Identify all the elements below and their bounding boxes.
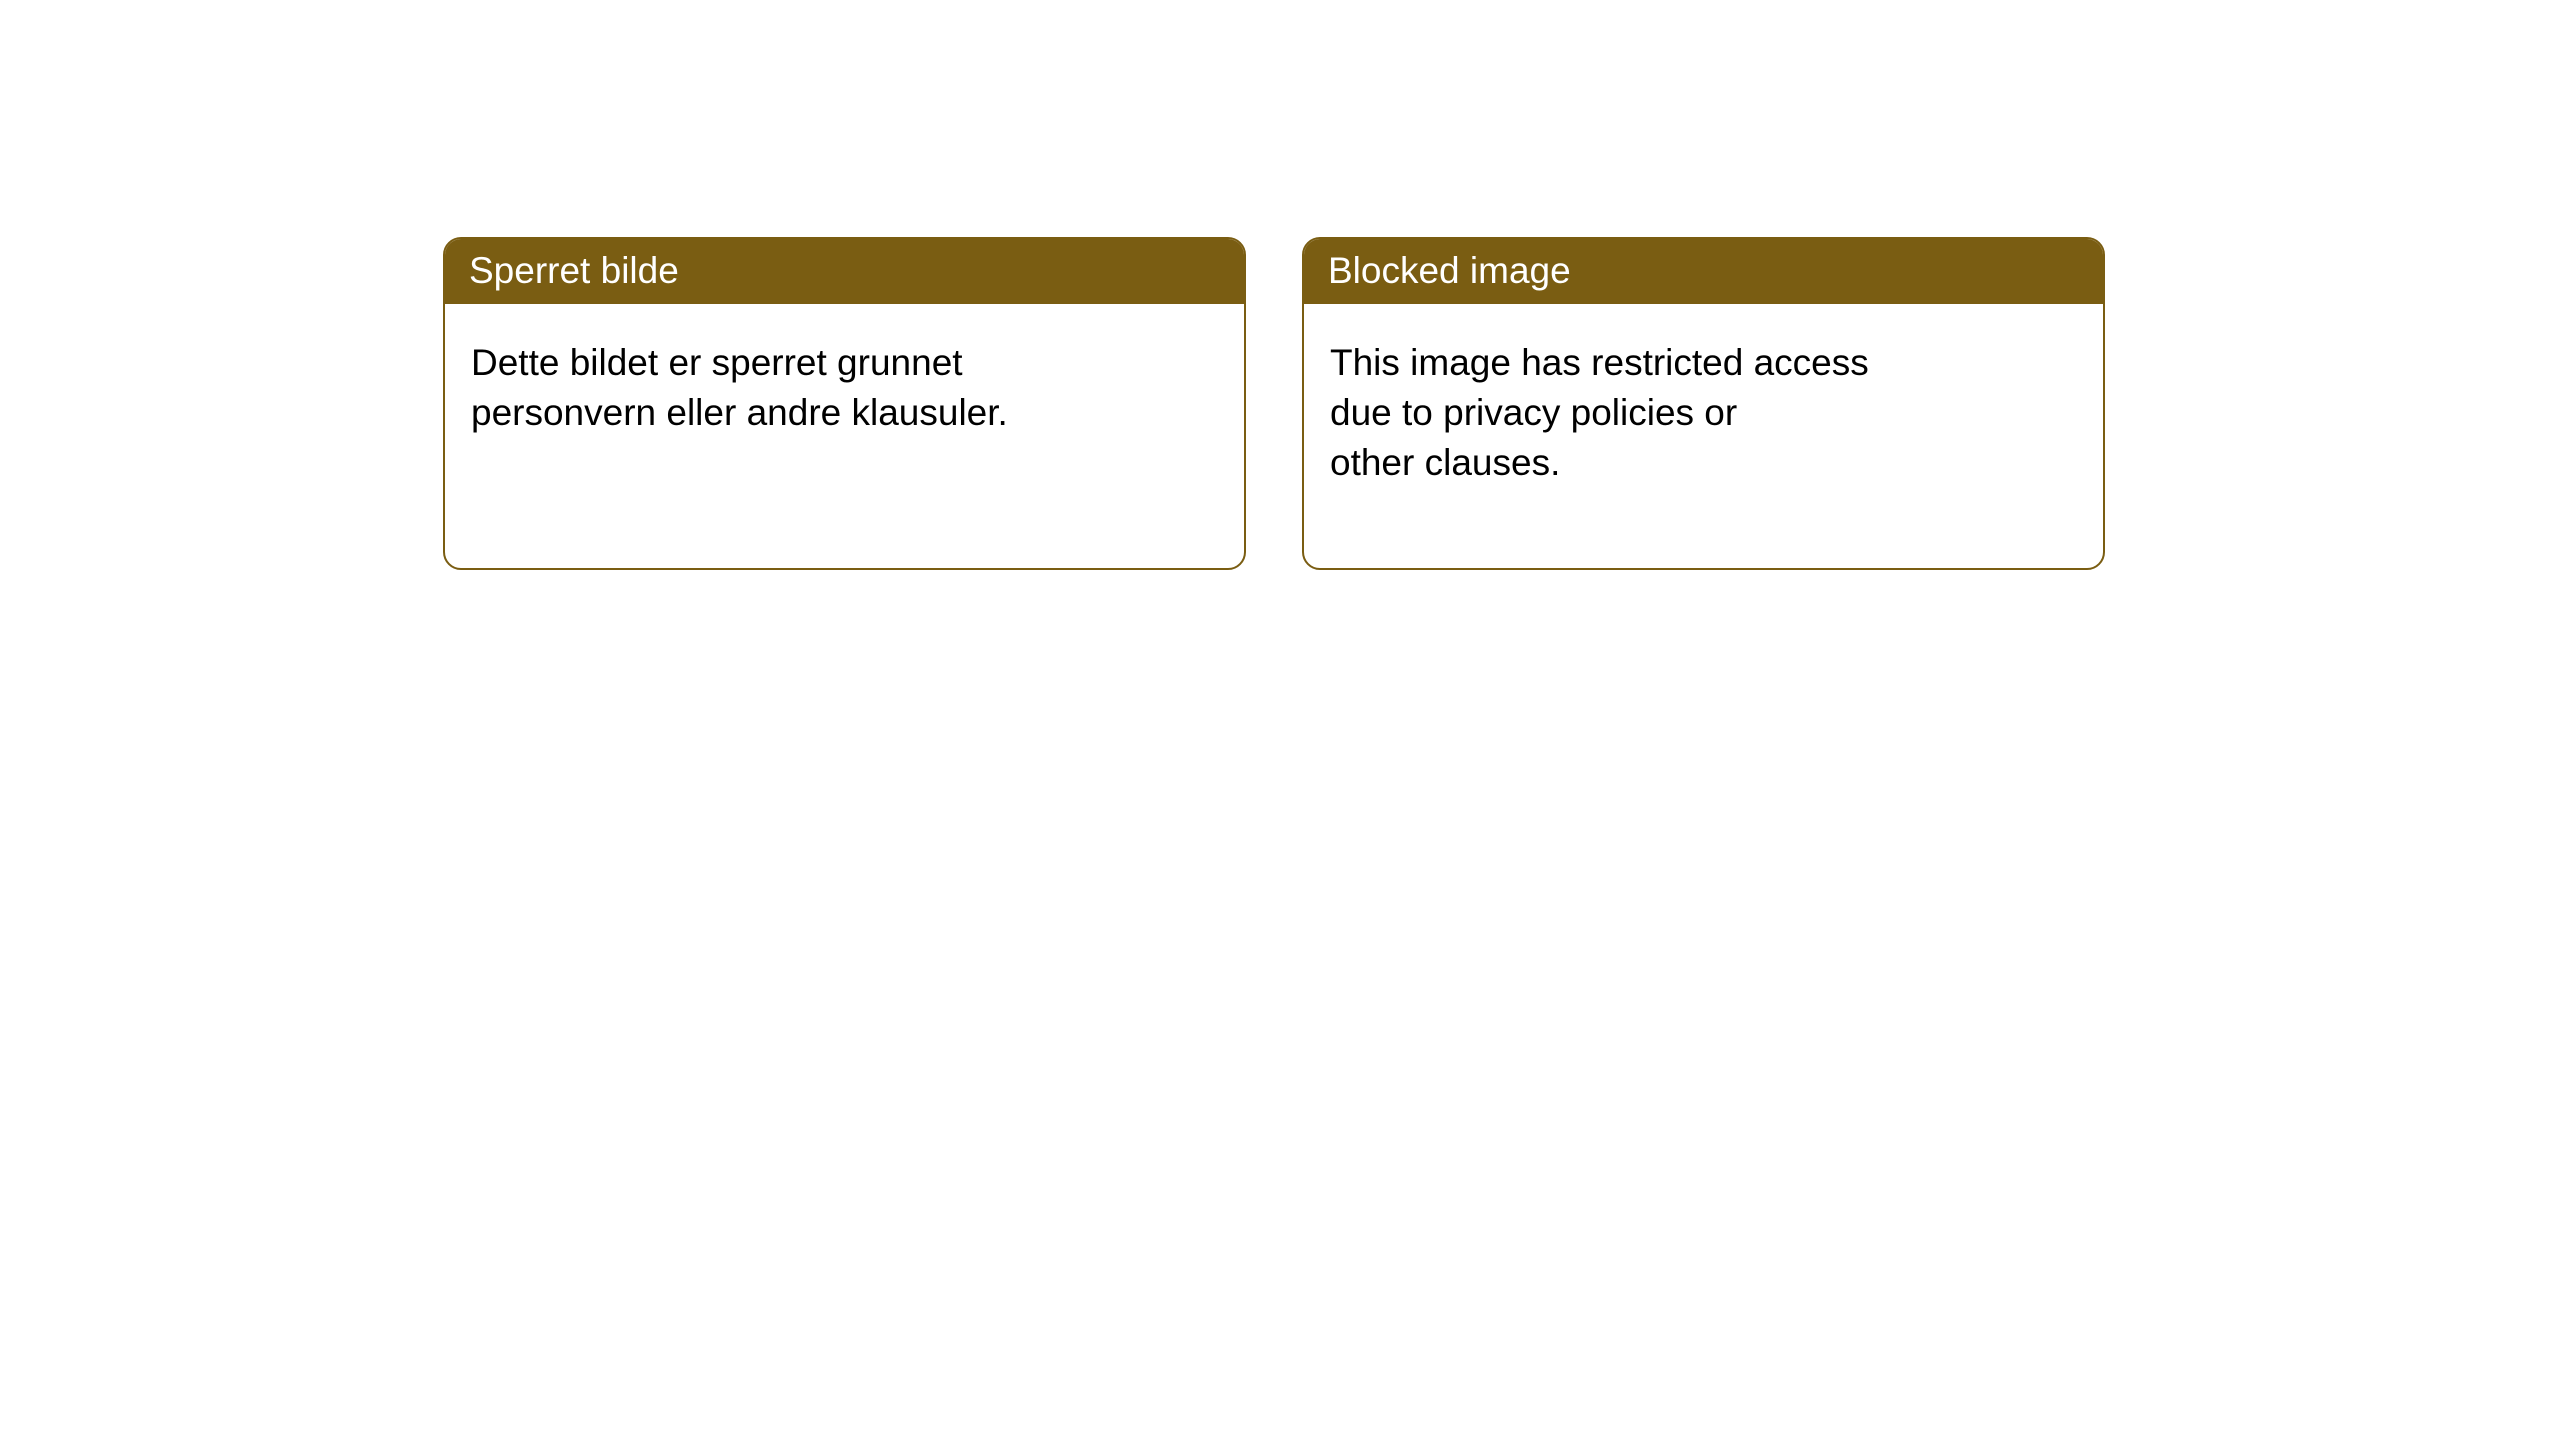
card-body-en: This image has restricted access due to … <box>1304 304 2103 522</box>
card-header-no: Sperret bilde <box>445 239 1244 304</box>
blocked-image-card-en: Blocked image This image has restricted … <box>1302 237 2105 570</box>
card-header-en: Blocked image <box>1304 239 2103 304</box>
notice-cards-row: Sperret bilde Dette bildet er sperret gr… <box>0 0 2560 570</box>
card-body-no: Dette bildet er sperret grunnet personve… <box>445 304 1244 472</box>
blocked-image-card-no: Sperret bilde Dette bildet er sperret gr… <box>443 237 1246 570</box>
